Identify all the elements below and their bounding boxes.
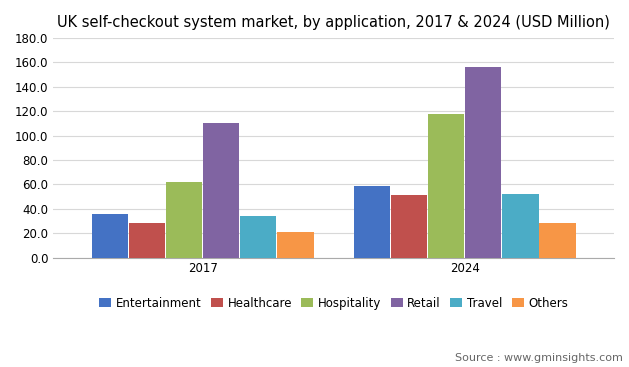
Bar	[503, 194, 538, 258]
Bar	[166, 182, 202, 258]
Title: UK self-checkout system market, by application, 2017 & 2024 (USD Million): UK self-checkout system market, by appli…	[57, 15, 610, 30]
Text: Source : www.gminsights.com: Source : www.gminsights.com	[455, 353, 623, 363]
Bar	[465, 68, 501, 258]
Bar	[240, 216, 276, 258]
Bar	[92, 214, 128, 258]
Bar	[129, 224, 165, 258]
Bar	[391, 195, 427, 258]
Legend: Entertainment, Healthcare, Hospitality, Retail, Travel, Others: Entertainment, Healthcare, Hospitality, …	[94, 292, 573, 315]
Bar	[203, 123, 239, 258]
Bar	[428, 114, 464, 258]
Bar	[277, 232, 313, 258]
Bar	[540, 224, 576, 258]
Bar	[354, 186, 390, 258]
